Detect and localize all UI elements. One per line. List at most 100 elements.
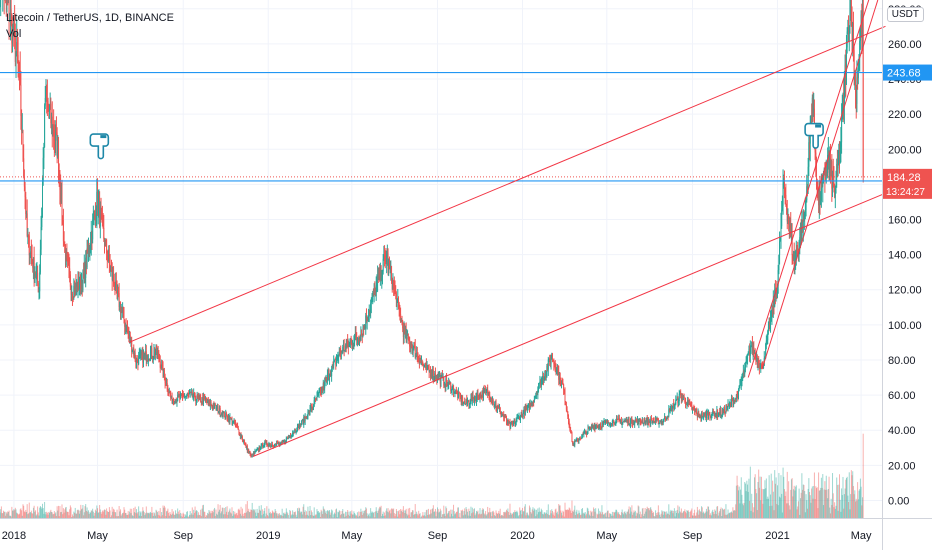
volume-bar <box>514 510 516 518</box>
volume-bar <box>486 514 488 518</box>
candle-body <box>677 396 679 403</box>
volume-bar <box>560 510 562 518</box>
candle-body <box>517 417 519 419</box>
volume-bar <box>717 515 719 518</box>
volume-bar <box>224 514 226 518</box>
candle-body <box>700 416 702 419</box>
candle-body <box>335 358 337 365</box>
candle-body <box>650 418 652 421</box>
volume-bar <box>71 517 73 518</box>
candle-body <box>687 399 689 403</box>
volume-bar <box>131 508 133 518</box>
volume-bar <box>398 509 400 518</box>
candle-body <box>708 413 710 419</box>
y-tick-label: 100.00 <box>888 320 922 332</box>
volume-bar <box>188 514 190 518</box>
volume-bar <box>338 510 340 518</box>
volume-bar <box>277 515 279 518</box>
volume-bar <box>756 510 758 518</box>
volume-bar <box>170 514 172 518</box>
candle-body <box>722 410 724 414</box>
candle-body <box>155 345 157 353</box>
candle-body <box>824 169 826 178</box>
volume-bar <box>223 507 225 518</box>
candle-body <box>193 393 195 397</box>
candle-body <box>234 422 236 425</box>
candle-body <box>112 275 114 281</box>
volume-bar <box>311 512 313 518</box>
candle-body <box>140 353 142 356</box>
hline-price-tag <box>883 64 932 81</box>
volume-bar <box>215 509 217 518</box>
candle-body <box>614 424 616 426</box>
time-axis[interactable]: 2018 May Sep 2019 May Sep 2020 May Sep 2021 May <box>0 518 932 543</box>
volume-bar <box>307 506 309 518</box>
currency-badge[interactable]: USDT <box>886 7 924 22</box>
candle-body <box>611 424 613 426</box>
volume-bar <box>308 515 310 518</box>
volume-bar <box>45 514 47 518</box>
candle-body <box>173 401 175 404</box>
candle-body <box>541 378 543 382</box>
candle-body <box>650 418 652 425</box>
candle-body <box>774 289 776 307</box>
volume-bar <box>138 515 140 518</box>
candle-body <box>447 384 449 386</box>
candle-body <box>528 403 530 410</box>
trendlines[interactable] <box>128 0 886 458</box>
volume-bar <box>827 498 829 518</box>
candle-body <box>30 251 32 254</box>
candle-body <box>491 401 493 404</box>
volume-bar <box>189 511 191 518</box>
volume-bar <box>64 507 66 518</box>
candle-body <box>131 340 133 352</box>
price-axis[interactable]: 0.0020.0040.0060.0080.00100.00120.00140.… <box>882 0 922 550</box>
volume-bar <box>714 509 716 518</box>
volume-bar <box>403 510 405 518</box>
volume-bar <box>319 512 321 518</box>
volume-bar <box>401 509 403 518</box>
volume-bar <box>306 511 308 518</box>
candle-body <box>439 376 441 378</box>
candle-body <box>471 397 473 402</box>
volume-bar <box>667 513 669 518</box>
candle-body <box>657 418 659 420</box>
volume-bar <box>593 508 595 518</box>
candle-body <box>446 378 448 384</box>
volume-bar <box>586 513 588 518</box>
candle-body <box>325 377 327 381</box>
candle-body <box>518 416 520 418</box>
candle-body <box>802 220 804 232</box>
candle-body <box>306 417 308 419</box>
volume-bar <box>374 517 376 518</box>
candle-body <box>294 429 296 433</box>
candle-body <box>407 333 409 335</box>
candle-body <box>505 416 507 418</box>
volume-bar <box>196 510 198 518</box>
candle-body <box>590 426 592 429</box>
volume-bar <box>435 516 437 518</box>
candle-body <box>264 442 266 446</box>
horizontal-lines[interactable] <box>0 71 882 182</box>
candle-body <box>296 430 298 432</box>
candle-body <box>648 420 650 424</box>
candle-body <box>607 420 609 424</box>
candle-body <box>147 359 149 361</box>
volume-bar <box>25 511 27 518</box>
candle-body <box>623 421 625 423</box>
candle-body <box>8 0 10 19</box>
volume-bar <box>101 513 103 518</box>
candle-body <box>118 293 120 308</box>
volume-bar <box>645 511 647 518</box>
volume-bar <box>228 510 230 518</box>
volume-bar <box>597 514 599 518</box>
candle-body <box>805 200 807 210</box>
candle-body <box>581 436 583 439</box>
candle-body <box>513 420 515 423</box>
candle-body <box>74 282 76 293</box>
volume-bar <box>148 512 150 518</box>
candle-body <box>271 444 273 446</box>
candle-body <box>287 437 289 439</box>
candle-body <box>572 441 574 445</box>
